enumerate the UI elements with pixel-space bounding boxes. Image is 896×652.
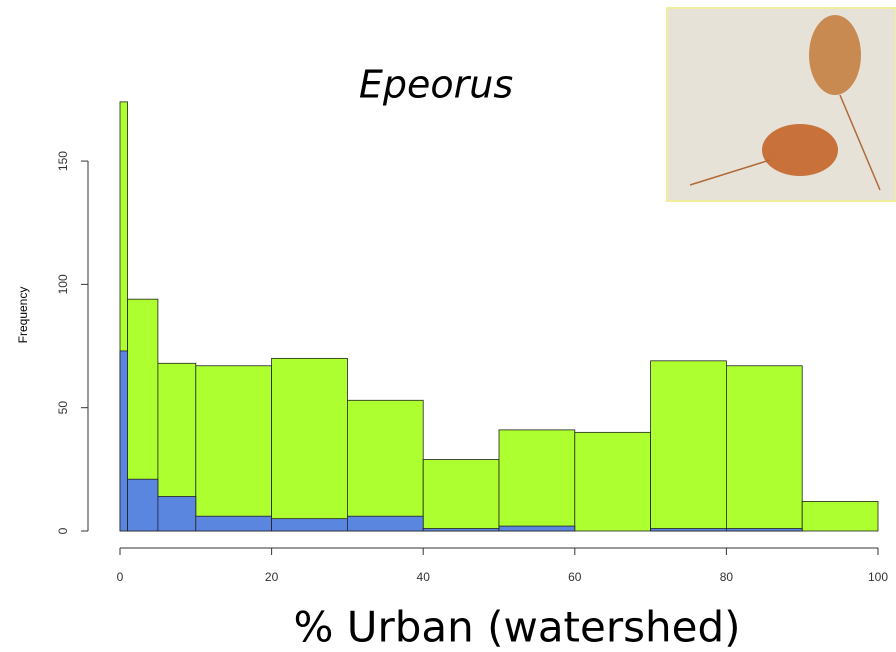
histogram-bar — [802, 501, 878, 531]
x-tick-label: 0 — [117, 570, 124, 584]
histogram-bar — [499, 430, 575, 531]
histogram-bar — [196, 366, 272, 531]
x-tick-label: 40 — [417, 570, 431, 584]
histogram-bar — [272, 519, 348, 531]
chart-title: Epeorus — [359, 63, 513, 107]
chart: Epeorus Frequency % Urban (watershed) 0 5… — [0, 0, 896, 652]
histogram-bar — [651, 529, 727, 531]
y-tick-label: 100 — [56, 274, 70, 294]
histogram-bar — [423, 459, 499, 531]
histogram-bar — [272, 358, 348, 531]
y-axis-label: Frequency — [16, 287, 30, 344]
x-axis-label: % Urban (watershed) — [293, 603, 740, 652]
histogram-bar — [726, 366, 802, 531]
insect-body — [809, 15, 861, 95]
x-tick-label: 100 — [868, 570, 888, 584]
histogram-bar — [158, 496, 196, 531]
x-tick-label: 60 — [568, 570, 582, 584]
histogram-bar — [423, 529, 499, 531]
x-tick-label: 20 — [265, 570, 279, 584]
x-tick-label: 80 — [720, 570, 734, 584]
histogram-bar — [347, 400, 423, 531]
histogram-bar — [347, 516, 423, 531]
histogram-bar — [726, 529, 802, 531]
histogram-bar — [196, 516, 272, 531]
histogram-bar — [128, 479, 158, 531]
histogram-bar — [499, 526, 575, 531]
histogram-bar — [651, 361, 727, 531]
histogram-bar — [120, 351, 128, 531]
insect-photo — [667, 8, 896, 201]
page: {"chart_data": {"type": "histogram", "ti… — [0, 0, 896, 652]
histogram-bar — [575, 432, 651, 531]
insect-body — [762, 124, 838, 176]
y-tick-label: 150 — [56, 151, 70, 171]
y-tick-label: 50 — [56, 401, 70, 415]
y-tick-label: 0 — [56, 527, 70, 534]
